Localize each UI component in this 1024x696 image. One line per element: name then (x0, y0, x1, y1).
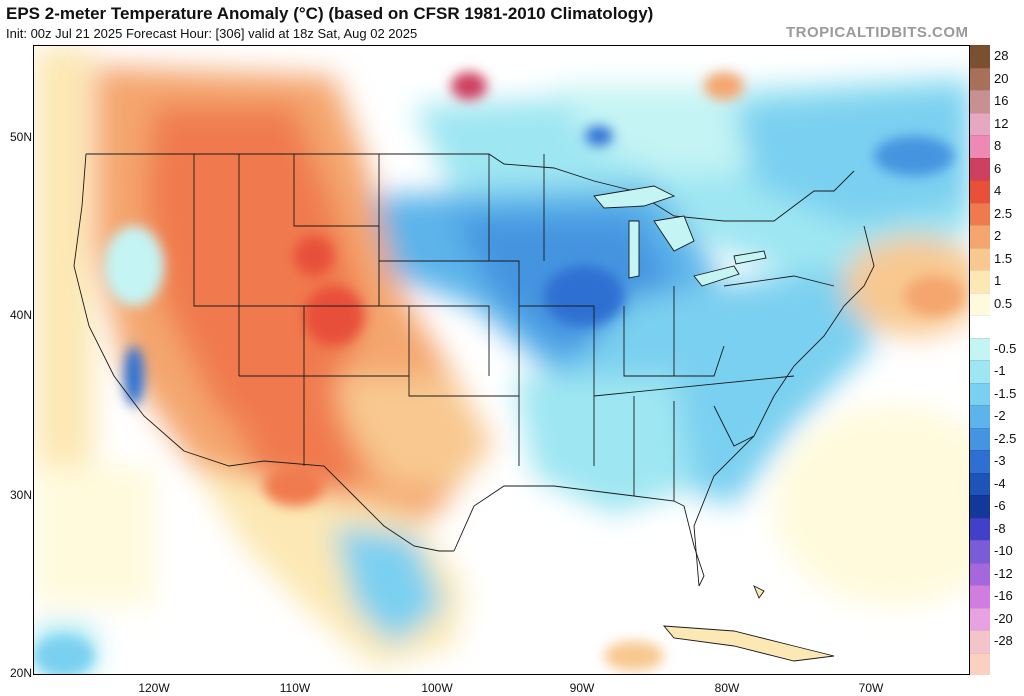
legend-swatch (970, 427, 990, 450)
legend-label: -20 (994, 610, 1013, 626)
longitude-label-100w: 100W (421, 681, 453, 695)
legend-swatch (970, 180, 990, 203)
legend-label: -0.5 (994, 340, 1017, 356)
caribbean-islands (662, 585, 835, 662)
legend-label: 2 (994, 228, 1002, 244)
legend-label: -2 (994, 408, 1006, 424)
legend-label: -4 (994, 475, 1006, 491)
legend-swatch (970, 112, 990, 135)
longitude-label-110w: 110W (279, 681, 311, 695)
legend-swatch (970, 67, 990, 90)
legend-swatch (970, 360, 990, 383)
longitude-label-80w: 80W (714, 681, 740, 695)
map-canvas (34, 46, 969, 674)
legend-label: 6 (994, 160, 1002, 176)
anomaly-map (33, 45, 970, 675)
legend-label: 12 (994, 115, 1009, 131)
anomaly-accents (34, 72, 964, 674)
legend-label: -12 (994, 565, 1013, 581)
legend-label: -28 (994, 633, 1013, 649)
legend-swatch (970, 630, 990, 653)
latitude-label-20n: 20N (9, 666, 32, 680)
legend-swatch (970, 585, 990, 608)
legend-label: 2.5 (994, 205, 1013, 221)
longitude-label-120w: 120W (138, 681, 170, 695)
legend-swatch (970, 247, 990, 270)
legend-swatch (970, 517, 990, 540)
color-legend: 28 20 16 12 8 6 4 2.5 2 1.5 1 0.5 -0.5 -1 -1.5 -2 -2.5 -3… (970, 45, 1024, 675)
legend-swatch (970, 45, 990, 68)
legend-label: 4 (994, 183, 1002, 199)
legend-label: -6 (994, 498, 1006, 514)
great-lakes (593, 185, 767, 287)
legend-label: -1.5 (994, 385, 1017, 401)
legend-label: -10 (994, 543, 1013, 559)
latitude-label-30n: 30N (9, 488, 32, 502)
pacific-anomaly (34, 46, 154, 674)
legend-swatch (970, 652, 990, 675)
legend-label: 0.5 (994, 295, 1013, 311)
legend-swatch (970, 135, 990, 158)
legend-swatch (970, 292, 990, 315)
legend-swatch (970, 337, 990, 360)
legend-swatch (970, 382, 990, 405)
legend-label: -1 (994, 363, 1006, 379)
legend-swatch (970, 405, 990, 428)
map-title: EPS 2-meter Temperature Anomaly (°C) (ba… (6, 4, 654, 23)
legend-swatch (970, 90, 990, 113)
legend-swatch (970, 607, 990, 630)
legend-label: 28 (994, 48, 1009, 64)
legend-label: 20 (994, 70, 1009, 86)
legend-swatch (970, 315, 990, 338)
legend-label: 1 (994, 273, 1002, 289)
boundaries (73, 153, 875, 587)
legend-swatch (970, 540, 990, 563)
legend-label: -8 (994, 520, 1006, 536)
latitude-label-50n: 50N (9, 130, 32, 144)
legend-swatch (970, 472, 990, 495)
legend-label: -3 (994, 453, 1006, 469)
longitude-label-90w: 90W (569, 681, 595, 695)
legend-label: -16 (994, 588, 1013, 604)
latitude-label-40n: 40N (9, 308, 32, 322)
legend-swatch (970, 270, 990, 293)
legend-label: -2.5 (994, 430, 1017, 446)
source-watermark: TROPICALTIDBITS.COM (786, 24, 969, 41)
legend-swatch (970, 495, 990, 518)
legend-label: 1.5 (994, 250, 1013, 266)
longitude-label-70w: 70W (858, 681, 884, 695)
legend-swatch (970, 157, 990, 180)
legend-swatch (970, 225, 990, 248)
legend-label: 16 (994, 93, 1009, 109)
legend-swatch (970, 450, 990, 473)
legend-swatch (970, 202, 990, 225)
legend-label: 8 (994, 138, 1002, 154)
forecast-info: Init: 00z Jul 21 2025 Forecast Hour: [30… (6, 26, 418, 41)
legend-swatch (970, 562, 990, 585)
